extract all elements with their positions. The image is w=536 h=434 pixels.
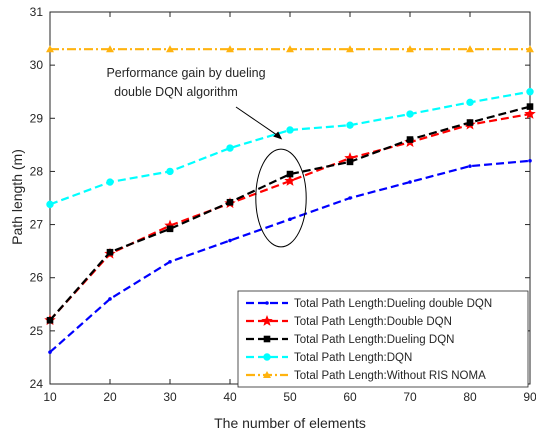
data-point — [346, 45, 354, 53]
x-tick-label: 60 — [343, 390, 357, 404]
legend-item-4: Total Path Length:DQN — [246, 352, 412, 364]
data-point — [106, 45, 114, 53]
data-point — [466, 119, 474, 126]
data-point — [406, 45, 414, 53]
series-line — [49, 112, 531, 321]
data-point — [106, 248, 114, 256]
data-point — [261, 315, 273, 326]
data-point — [106, 178, 114, 186]
series-layer — [44, 45, 536, 354]
y-axis-title: Path length (m) — [9, 149, 25, 245]
y-tick-label: 27 — [30, 218, 44, 232]
x-tick-label: 30 — [163, 390, 177, 404]
data-point — [46, 45, 54, 53]
annotation: Performance gain by dueling double DQN a… — [106, 66, 307, 248]
data-point — [263, 371, 271, 378]
x-tick-label: 20 — [103, 390, 117, 404]
data-point — [348, 196, 352, 200]
data-point — [166, 45, 174, 53]
data-point — [344, 152, 356, 163]
series-1 — [48, 159, 532, 354]
data-point — [286, 45, 294, 53]
legend-label: Total Path Length:Dueling double DQN — [294, 298, 492, 310]
data-point — [406, 110, 414, 118]
data-point — [108, 297, 112, 301]
data-point — [284, 174, 296, 186]
y-tick-label: 28 — [30, 164, 44, 178]
y-tick-label: 24 — [30, 377, 44, 391]
data-point — [526, 45, 534, 53]
y-tick-label: 25 — [30, 324, 44, 338]
data-point — [526, 88, 534, 96]
x-tick-label: 10 — [43, 390, 57, 404]
data-point — [288, 217, 292, 222]
annotation-line-1: Performance gain by dueling — [106, 66, 265, 80]
data-point — [226, 144, 234, 152]
data-point — [168, 259, 172, 264]
legend-item-1: Total Path Length:Dueling double DQN — [246, 298, 492, 310]
x-axis-title: The number of elements — [214, 415, 366, 431]
data-point — [164, 219, 176, 231]
data-point — [408, 180, 412, 184]
x-tick-label: 90 — [523, 390, 536, 404]
legend-item-2: Total Path Length:Double DQN — [246, 315, 452, 328]
data-point — [46, 316, 54, 324]
annotation-arrow-line — [235, 106, 280, 137]
legend-label: Total Path Length:Double DQN — [294, 316, 452, 328]
series-3 — [46, 103, 534, 324]
data-point — [286, 126, 294, 134]
annotation-line-2: double DQN algorithm — [114, 85, 238, 99]
data-point — [346, 158, 354, 166]
data-point — [406, 136, 414, 143]
series-line — [49, 90, 531, 206]
legend-item-5: Total Path Length:Without RIS NOMA — [246, 370, 486, 382]
data-point — [346, 121, 354, 129]
data-point — [526, 103, 534, 110]
legend-label: Total Path Length:Dueling DQN — [294, 334, 454, 346]
x-tick-label: 70 — [403, 390, 417, 404]
legend-label: Total Path Length:Without RIS NOMA — [294, 370, 486, 382]
x-tick-label: 50 — [283, 390, 297, 404]
series-5 — [46, 45, 534, 53]
data-point — [466, 45, 474, 53]
legend-box — [237, 290, 529, 388]
annotation-arrowhead — [273, 131, 283, 140]
data-point — [286, 170, 294, 178]
x-tick-label: 40 — [223, 390, 237, 404]
y-tick-label: 26 — [30, 271, 44, 285]
data-point — [226, 45, 234, 53]
data-point — [524, 108, 536, 119]
data-point — [226, 198, 234, 206]
y-tick-label: 31 — [30, 5, 44, 19]
data-point — [468, 164, 472, 168]
data-point — [48, 350, 52, 354]
y-tick-label: 29 — [30, 111, 44, 125]
legend-label: Total Path Length:DQN — [294, 352, 412, 364]
series-line — [49, 105, 531, 321]
y-axis: 24 25 26 27 28 29 30 31 — [30, 5, 530, 391]
y-tick-label: 30 — [30, 58, 44, 72]
data-point — [228, 238, 232, 243]
x-axis: 10 20 30 40 50 60 70 80 90 — [43, 12, 536, 404]
data-point — [265, 301, 269, 305]
legend-item-3: Total Path Length:Dueling DQN — [246, 334, 454, 346]
highlight-ellipse — [255, 148, 307, 248]
data-point — [466, 98, 474, 107]
x-tick-label: 80 — [463, 390, 477, 404]
series-4 — [46, 88, 534, 209]
data-point — [46, 200, 54, 209]
data-point — [263, 353, 271, 361]
legend: Total Path Length:Dueling double DQN Tota… — [237, 290, 529, 388]
data-point — [166, 167, 174, 176]
data-point — [263, 335, 271, 343]
data-point — [166, 225, 174, 233]
data-point — [528, 159, 532, 163]
